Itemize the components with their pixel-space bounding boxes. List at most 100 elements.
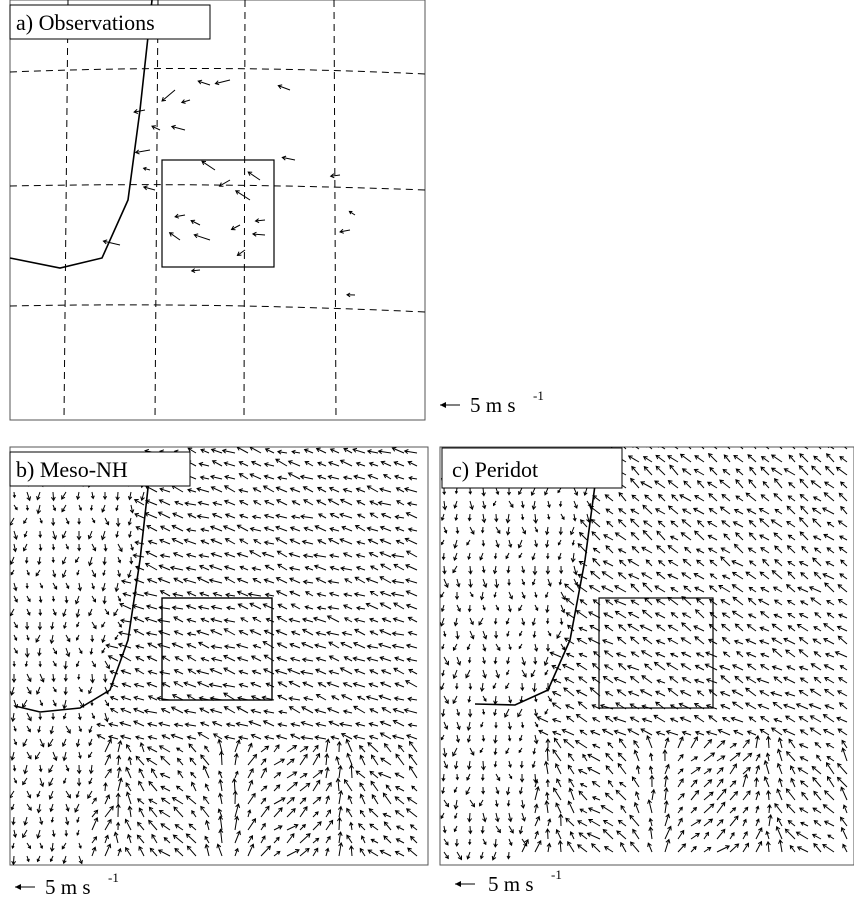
wind-arrow xyxy=(643,583,652,592)
wind-arrow xyxy=(161,756,170,765)
wind-arrow xyxy=(27,635,29,640)
wind-arrow xyxy=(274,745,279,752)
wind-arrow xyxy=(787,522,795,528)
wind-arrow xyxy=(756,842,762,852)
wind-arrow xyxy=(521,501,524,508)
wind-arrow xyxy=(185,709,196,713)
wind-arrow xyxy=(574,501,577,508)
wind-arrow xyxy=(225,577,235,583)
wind-arrow xyxy=(788,496,795,501)
wind-arrow xyxy=(669,443,678,449)
wind-arrow xyxy=(553,718,561,722)
wind-arrow xyxy=(443,566,447,574)
wind-arrow xyxy=(395,515,404,519)
wind-arrow xyxy=(53,752,57,760)
wind-arrow xyxy=(825,678,834,684)
wind-arrow xyxy=(506,787,510,795)
wind-arrow xyxy=(743,774,748,787)
wind-arrow xyxy=(724,652,730,657)
wind-arrow xyxy=(657,444,665,449)
wind-arrow xyxy=(532,579,535,585)
wind-arrow xyxy=(134,721,144,726)
wind-arrow xyxy=(441,605,444,611)
wind-arrow xyxy=(777,764,782,774)
wind-arrow xyxy=(79,856,82,864)
wind-arrow xyxy=(326,796,330,804)
wind-arrow xyxy=(812,466,821,475)
wind-arrow xyxy=(11,752,15,760)
wind-arrow xyxy=(609,781,614,787)
wind-arrow xyxy=(606,753,613,761)
wind-arrow xyxy=(357,566,365,570)
wind-arrow xyxy=(199,554,209,558)
wind-arrow xyxy=(737,652,743,657)
wind-arrow xyxy=(641,729,652,735)
wind-arrow xyxy=(756,766,760,774)
wind-arrow xyxy=(467,540,470,545)
wind-arrow xyxy=(126,848,131,856)
wind-arrow xyxy=(735,676,743,683)
wind-arrow xyxy=(775,804,782,813)
wind-arrow xyxy=(509,839,512,845)
wind-arrow xyxy=(802,546,808,553)
wind-arrow xyxy=(76,739,79,746)
wind-arrow xyxy=(444,631,446,636)
wind-arrow xyxy=(800,518,808,527)
wind-arrow xyxy=(811,716,822,722)
wind-arrow xyxy=(813,808,821,813)
wind-arrow xyxy=(695,456,704,462)
wind-arrow xyxy=(370,631,378,635)
wind-arrow xyxy=(197,630,209,635)
wind-arrow xyxy=(412,786,417,791)
wind-arrow xyxy=(252,461,261,466)
wind-arrow xyxy=(667,730,678,735)
wind-arrow xyxy=(631,717,640,722)
wind-arrow xyxy=(535,436,539,443)
wind-arrow xyxy=(380,539,391,544)
wind-arrow xyxy=(657,731,666,735)
wind-arrow xyxy=(187,656,196,661)
wind-arrow xyxy=(826,562,834,566)
wind-arrow xyxy=(146,551,157,557)
wind-arrow xyxy=(533,566,537,575)
wind-arrow xyxy=(326,739,330,752)
wind-arrow xyxy=(92,798,96,804)
wind-arrow xyxy=(148,579,157,583)
wind-arrow xyxy=(628,624,639,631)
wind-arrow xyxy=(225,645,235,649)
wind-arrow xyxy=(444,436,447,442)
wind-arrow xyxy=(359,824,365,830)
wind-arrow xyxy=(53,505,56,510)
wind-arrow xyxy=(480,592,484,600)
wind-arrow xyxy=(550,652,561,657)
wind-arrow xyxy=(722,521,730,527)
wind-arrow xyxy=(602,586,613,592)
wind-arrow xyxy=(444,527,447,533)
wind-arrow xyxy=(467,436,470,442)
wind-arrow xyxy=(76,557,79,562)
wind-arrow xyxy=(354,735,365,739)
wind-arrow xyxy=(367,486,378,492)
wind-arrow xyxy=(606,766,613,774)
wind-arrow xyxy=(300,849,309,857)
wind-arrow xyxy=(454,553,457,560)
wind-arrow xyxy=(197,488,209,493)
wind-arrow xyxy=(253,579,261,584)
wind-arrow xyxy=(264,475,274,479)
wind-arrow xyxy=(292,450,300,454)
wind-arrow xyxy=(469,488,472,494)
wind-arrow xyxy=(211,630,222,635)
wind-arrow xyxy=(371,566,378,570)
wind-arrow xyxy=(91,492,94,499)
wind-arrow xyxy=(79,648,82,653)
wind-arrow xyxy=(777,818,782,826)
wind-arrow xyxy=(126,767,131,778)
wind-arrow xyxy=(811,664,821,670)
wind-arrow xyxy=(184,539,196,544)
wind-arrow xyxy=(39,531,42,537)
wind-arrow xyxy=(691,757,697,761)
wind-arrow xyxy=(684,586,691,592)
wind-arrow xyxy=(304,580,313,584)
wind-arrow xyxy=(14,622,17,628)
wind-arrow xyxy=(495,800,498,806)
